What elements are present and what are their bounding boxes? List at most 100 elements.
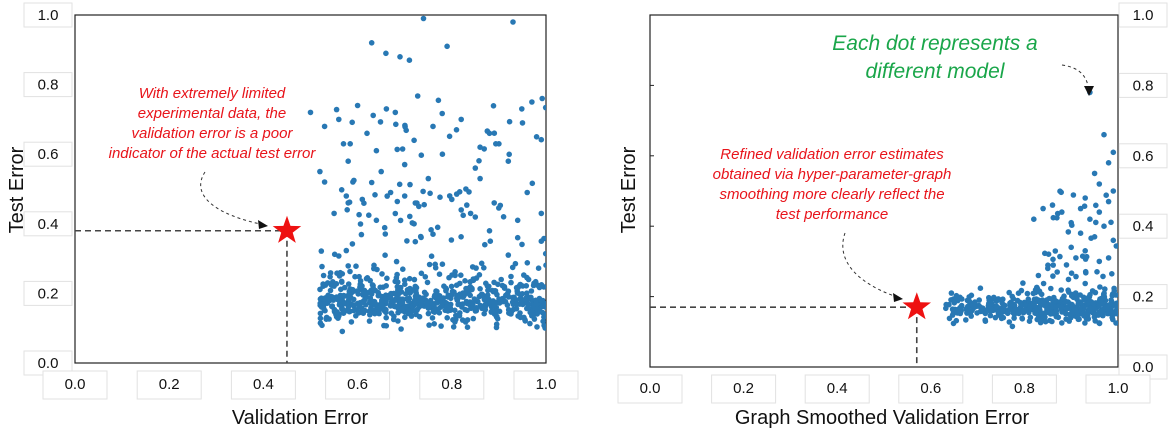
- data-point: [458, 207, 465, 213]
- data-point: [340, 141, 347, 147]
- data-point: [438, 323, 444, 329]
- data-point: [339, 306, 346, 313]
- data-point: [464, 317, 471, 323]
- data-point: [393, 258, 400, 265]
- data-point: [407, 285, 413, 292]
- data-point: [407, 181, 413, 188]
- data-point: [420, 188, 426, 195]
- data-point: [333, 106, 340, 113]
- data-point: [1059, 309, 1065, 315]
- data-point: [413, 292, 420, 299]
- data-point: [1112, 309, 1118, 315]
- data-point: [468, 305, 474, 312]
- data-point: [517, 281, 524, 288]
- left-annotation-line-1: With extremely limited: [139, 85, 286, 102]
- data-point: [1097, 297, 1104, 304]
- data-point: [393, 121, 399, 128]
- data-point: [1096, 258, 1103, 265]
- data-point: [1094, 269, 1100, 275]
- data-point: [346, 199, 353, 205]
- x-tick-box: [804, 374, 870, 404]
- left-highlight-star: [272, 215, 302, 243]
- data-point: [456, 189, 463, 195]
- y-tick-box: [23, 2, 73, 28]
- data-point: [321, 179, 328, 185]
- y-tick-box: [23, 211, 73, 237]
- data-point: [458, 116, 465, 123]
- data-point: [1049, 202, 1056, 208]
- data-point: [450, 317, 456, 323]
- data-point: [318, 248, 325, 254]
- y-tick-box: [1118, 213, 1168, 239]
- data-point: [492, 288, 499, 294]
- data-point: [987, 312, 994, 319]
- data-point: [540, 318, 546, 325]
- data-point: [334, 296, 340, 303]
- data-point: [392, 278, 399, 285]
- data-point: [429, 315, 436, 321]
- data-point: [328, 282, 335, 289]
- data-point: [364, 130, 370, 137]
- data-point: [331, 210, 337, 217]
- data-point: [400, 266, 406, 273]
- data-point: [510, 19, 516, 25]
- data-point: [1069, 291, 1076, 298]
- y-tick-label: 0.2: [1133, 289, 1154, 306]
- data-point: [1042, 318, 1049, 325]
- data-point: [350, 296, 357, 303]
- data-point: [1092, 289, 1099, 296]
- data-point: [1081, 313, 1087, 319]
- data-point: [347, 286, 354, 292]
- data-point: [340, 292, 347, 299]
- data-point: [1058, 189, 1064, 196]
- data-point: [443, 285, 449, 292]
- data-point: [493, 141, 499, 147]
- data-point: [482, 241, 488, 248]
- data-point: [505, 158, 512, 164]
- data-point: [491, 200, 498, 206]
- data-point: [512, 300, 519, 307]
- data-point: [1114, 301, 1118, 307]
- data-point: [458, 234, 464, 240]
- data-point: [436, 271, 443, 278]
- data-point: [491, 130, 498, 136]
- data-point: [486, 296, 492, 303]
- x-tick-box: [230, 370, 296, 400]
- data-point: [542, 325, 546, 331]
- data-point: [995, 296, 1002, 303]
- data-point: [497, 202, 504, 209]
- data-point: [1109, 271, 1115, 277]
- data-point: [372, 310, 378, 317]
- data-point: [1055, 314, 1062, 321]
- left-y-ticks: 0.0 0.2 0.4 0.6 0.8 1.0: [23, 2, 73, 376]
- data-point: [484, 128, 491, 134]
- data-point: [535, 265, 542, 272]
- data-point: [412, 200, 419, 206]
- x-tick-label: 0.6: [920, 380, 941, 397]
- data-point: [1009, 323, 1016, 330]
- data-point: [1087, 305, 1094, 312]
- data-point: [427, 297, 434, 304]
- data-point: [1102, 286, 1108, 292]
- data-point: [317, 310, 324, 317]
- data-point: [506, 151, 512, 158]
- data-point: [541, 235, 546, 242]
- data-point: [487, 238, 494, 244]
- data-point: [509, 294, 516, 301]
- right-annotation-arrow-head: [893, 293, 903, 302]
- data-point: [524, 260, 531, 266]
- data-point: [534, 324, 540, 330]
- data-point: [334, 309, 340, 315]
- data-point: [522, 296, 529, 303]
- data-point: [353, 263, 359, 270]
- data-point: [1105, 198, 1112, 205]
- y-tick-box: [23, 141, 73, 167]
- data-point: [1096, 320, 1102, 326]
- data-point: [951, 300, 958, 306]
- data-point: [344, 307, 351, 314]
- left-chart: 0.0 0.2 0.4 0.6 0.8 1.0 0.0 0.2 0.4 0.6 0.8 1.0 Va…: [6, 2, 579, 429]
- data-point: [403, 303, 409, 310]
- data-point: [481, 265, 487, 271]
- data-point: [477, 175, 483, 182]
- data-point: [1085, 294, 1092, 301]
